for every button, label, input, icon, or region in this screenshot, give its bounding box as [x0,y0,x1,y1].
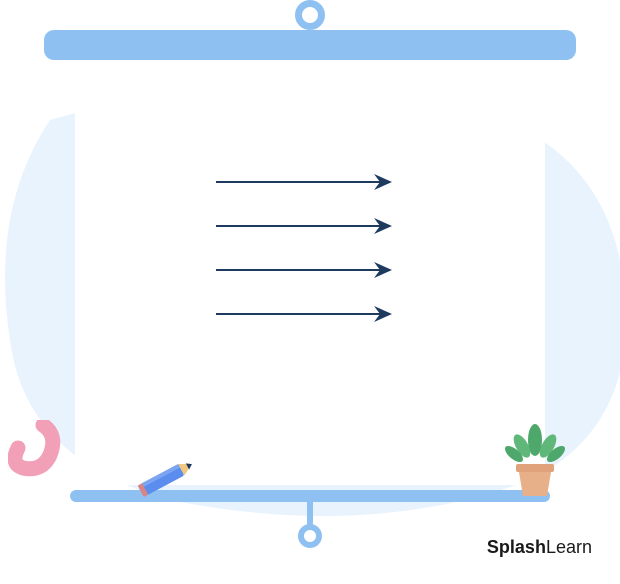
pink-decoration [8,420,63,485]
brand-light: Learn [546,537,592,557]
brand-logo: SplashLearn [487,537,592,558]
whiteboard [75,45,545,485]
plant-icon [500,418,570,503]
board-top-bar [44,30,576,60]
brand-bold: Splash [487,537,546,557]
hanger-ring-top [295,0,325,30]
hanger-ring-bottom [298,524,322,548]
pencil-icon [128,455,198,505]
